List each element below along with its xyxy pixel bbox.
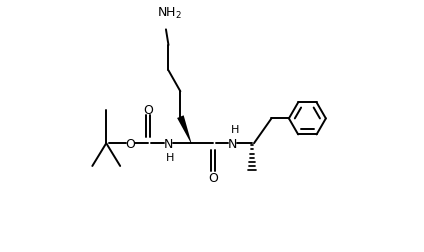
Text: N: N [228,137,237,150]
Text: H: H [166,152,175,163]
Text: H: H [231,125,239,135]
Polygon shape [177,116,192,144]
Text: O: O [143,103,153,116]
Text: N: N [164,137,173,150]
Text: NH$_2$: NH$_2$ [157,6,182,21]
Text: O: O [208,171,218,184]
Text: O: O [126,137,136,150]
